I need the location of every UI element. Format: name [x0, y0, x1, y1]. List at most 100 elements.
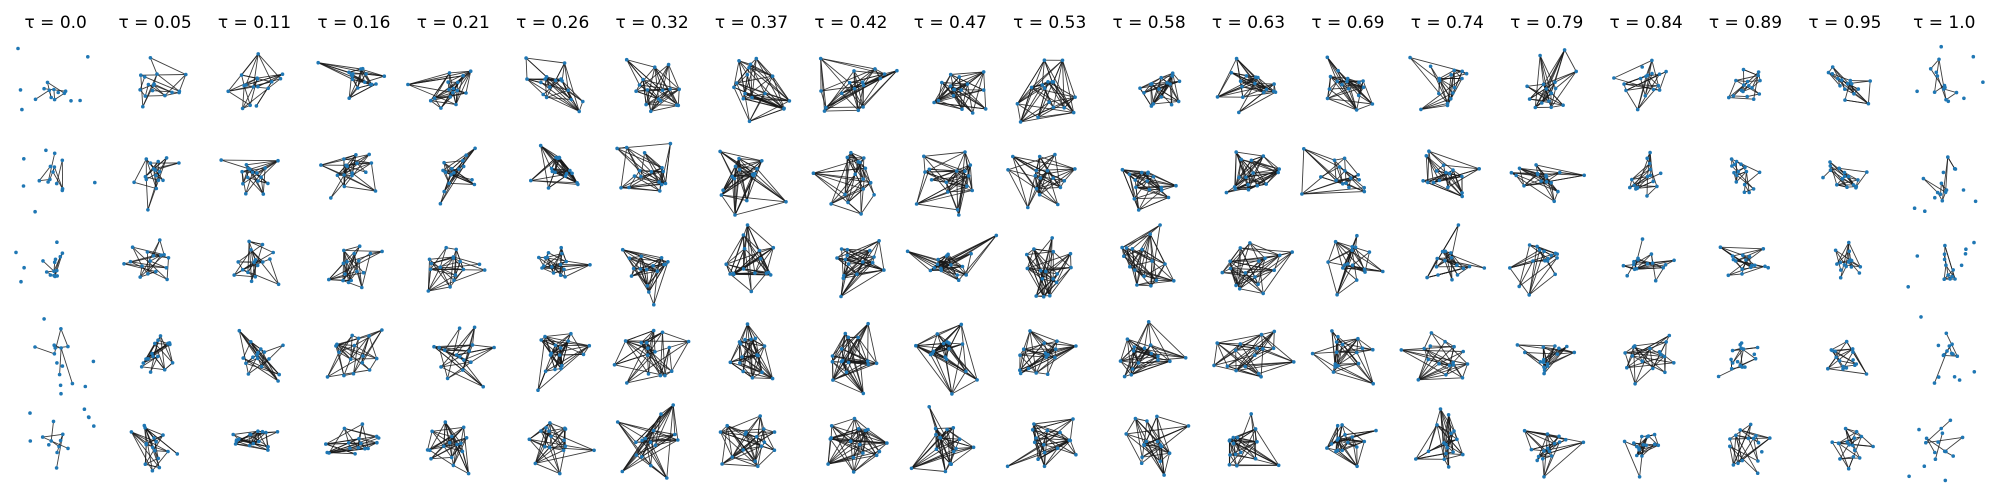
graph-edge [626, 59, 655, 68]
graph-edge [1120, 346, 1135, 362]
graph-edge [1019, 345, 1076, 356]
graph-node [866, 427, 870, 432]
graph-node [560, 251, 564, 256]
graph-edge [832, 379, 864, 394]
graph-edge [1356, 103, 1373, 111]
graph-node [558, 471, 562, 476]
graph-node [374, 356, 379, 361]
graph-edge [1233, 443, 1237, 455]
graph-node [346, 441, 351, 445]
graph-node [741, 267, 746, 271]
graph-edge [1023, 348, 1056, 359]
graph-panel [536, 331, 592, 393]
graph-edge [1033, 423, 1036, 443]
graph-node [770, 74, 775, 78]
graph-node [863, 166, 868, 171]
graph-edge [1425, 155, 1440, 181]
graph-node [1050, 80, 1054, 84]
graph-node [1447, 171, 1452, 176]
graph-node [658, 373, 663, 378]
graph-node [1544, 180, 1549, 184]
graph-edge [1026, 254, 1051, 296]
graph-edge [146, 171, 160, 180]
graph-node [1539, 179, 1543, 183]
graph-edge [741, 356, 773, 379]
graph-node [447, 87, 451, 92]
graph-node [56, 90, 60, 95]
graph-node [587, 343, 592, 348]
graph-panel [1138, 71, 1182, 108]
graph-edge [1362, 80, 1373, 105]
graph-edge [842, 337, 849, 361]
graph-node [1460, 191, 1464, 195]
graph-edge [939, 437, 974, 448]
graph-node [1547, 99, 1551, 103]
graph-edge [636, 89, 648, 92]
graph-node [1272, 82, 1276, 86]
graph-edge [626, 147, 640, 171]
graph-node [28, 411, 32, 415]
graph-edge [847, 249, 885, 271]
graph-edge [443, 166, 465, 192]
graph-edge [526, 78, 542, 83]
graph-edge [1126, 247, 1166, 265]
graph-edge [245, 362, 280, 376]
graph-node [341, 278, 345, 283]
graph-node [756, 464, 760, 469]
graph-node [952, 449, 956, 454]
graph-edge [1045, 253, 1071, 272]
graph-node [337, 350, 341, 355]
graph-edge [328, 428, 345, 454]
graph-edge [654, 66, 678, 106]
graph-edge [1051, 81, 1075, 113]
graph-edge [865, 430, 880, 452]
graph-node [1362, 267, 1367, 272]
graph-edge [1131, 248, 1136, 271]
graph-edge [1143, 444, 1170, 454]
graph-node [1347, 185, 1351, 190]
column-title: τ = 0.47 [914, 13, 987, 33]
graph-edge [1026, 254, 1045, 297]
graph-node [983, 107, 988, 111]
graph-edge [850, 440, 887, 444]
graph-node [1127, 172, 1132, 177]
graph-node [42, 86, 46, 91]
graph-edge [752, 377, 773, 380]
graph-edge [260, 160, 279, 178]
graph-edge [1134, 233, 1151, 271]
graph-node [581, 99, 585, 104]
graph-node [1045, 428, 1050, 433]
graph-edge [911, 434, 937, 469]
graph-edge [831, 418, 855, 427]
graph-panel [438, 146, 477, 206]
graph-node [1514, 173, 1518, 178]
graph-node [1040, 277, 1045, 281]
graph-edge [534, 430, 550, 464]
graph-edge [344, 427, 377, 437]
graph-node [1163, 262, 1167, 266]
graph-edge [236, 440, 250, 447]
graph-edge [1230, 268, 1246, 274]
graph-edge [847, 157, 866, 169]
graph-edge [1337, 70, 1343, 85]
graph-edge [1303, 148, 1337, 181]
graph-edge [1020, 60, 1045, 123]
graph-edge [665, 143, 671, 184]
graph-node [544, 95, 549, 100]
graph-node [240, 106, 245, 111]
graph-edge [916, 169, 930, 205]
graph-node [1158, 223, 1162, 227]
graph-edge [1559, 172, 1585, 176]
graph-edge [650, 442, 668, 479]
graph-edge [549, 422, 566, 430]
graph-node [1239, 157, 1243, 162]
graph-node [839, 294, 843, 299]
graph-edge [1019, 345, 1077, 371]
graph-node [461, 425, 466, 430]
graph-edge [257, 352, 280, 375]
graph-edge [1326, 434, 1346, 449]
graph-node [364, 170, 368, 174]
graph-node [839, 347, 844, 351]
graph-node [939, 266, 943, 271]
graph-edge [820, 58, 850, 84]
